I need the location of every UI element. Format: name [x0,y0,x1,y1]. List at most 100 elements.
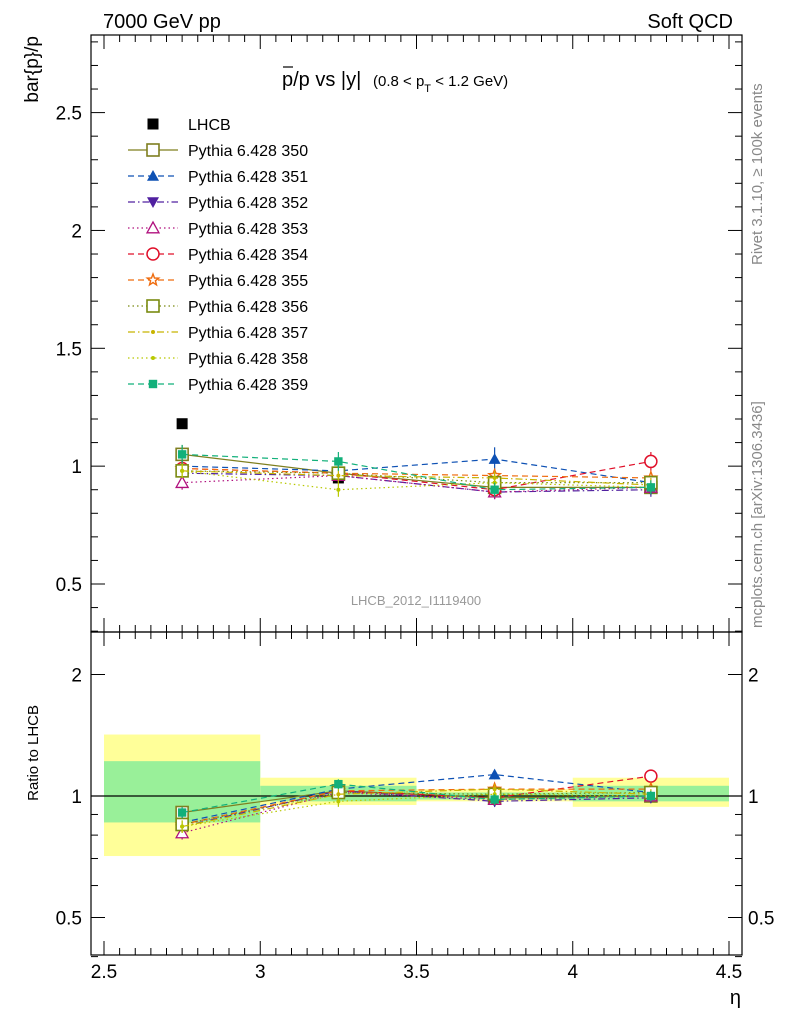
ratio-y-axis-label: Ratio to LHCB [25,705,42,801]
mcplots-info-label: mcplots.cern.ch [arXiv:1306.3436] [749,401,766,628]
data-point [334,779,343,789]
legend-label: Pythia 6.428 353 [188,221,308,238]
legend-entry: LHCB [147,117,231,134]
data-point [151,330,155,334]
tick-label: 1.5 [56,339,82,360]
legend-entry: Pythia 6.428 351 [128,169,308,186]
header-left-label: 7000 GeV pp [103,11,221,33]
legend-label: Pythia 6.428 350 [188,143,308,160]
series-line [182,460,651,491]
tick-label: 1 [748,787,759,808]
series-main-3 [176,466,657,500]
data-point [490,795,499,804]
data-point [490,485,499,494]
title-range: (0.8 < pT < 1.2 GeV) [373,73,508,95]
data-point [646,791,656,801]
tick-label: 0.5 [56,909,82,930]
tick-label: 2.5 [56,104,82,125]
series-line [182,458,651,484]
data-point [646,483,656,492]
series-main-10 [177,444,656,497]
data-point [176,418,188,430]
header-right-label: Soft QCD [647,11,733,33]
tick-label: 2 [71,666,82,687]
data-point [488,453,501,464]
legend-label: Pythia 6.428 356 [188,299,308,316]
legend-entry: Pythia 6.428 355 [128,272,308,290]
legend-entry: Pythia 6.428 353 [128,220,308,238]
series-line [182,783,651,814]
legend-entry: Pythia 6.428 359 [128,377,308,394]
title-range-subscript: T [424,83,431,95]
data-point [180,468,185,473]
series-ratio-9 [177,779,656,819]
series-line [182,453,651,488]
data-point [488,768,501,780]
tick-label: 2 [748,666,759,687]
series-line [181,773,651,824]
tick-label: 0.5 [56,575,82,596]
data-point [334,457,343,466]
data-point [177,450,187,459]
series-line [182,453,651,491]
watermark-label: LHCB_2012_I1119400 [351,593,481,608]
data-point [145,220,161,234]
data-point [175,475,190,489]
legend-entry: Pythia 6.428 352 [128,195,308,212]
series-line [182,470,651,484]
tick-label: 1 [71,787,82,808]
title-range-end: < 1.2 GeV) [431,73,508,90]
series-line [182,793,651,828]
tick-label: 0.5 [748,909,774,930]
series-line [181,775,651,826]
data-point [177,808,187,817]
series-line [181,791,651,834]
data-point [148,379,158,389]
series-line [182,467,651,479]
tick-label: 3.5 [403,962,429,983]
title-range-start: (0.8 < p [373,73,424,90]
legend-label: Pythia 6.428 358 [188,351,308,368]
legend-entry: Pythia 6.428 357 [128,325,308,342]
series-main-1 [175,444,658,495]
data-point [147,170,159,181]
data-point [146,299,160,313]
tick-label: 1 [71,457,82,478]
data-point [336,799,341,804]
data-point [151,356,155,360]
tick-label: 4 [567,962,578,983]
tick-label: 2.5 [91,962,117,983]
data-point [644,454,658,469]
tick-label: 2 [71,221,82,242]
legend-label: Pythia 6.428 351 [188,169,308,186]
legend-entry: Pythia 6.428 354 [128,247,308,264]
data-point [146,143,160,157]
series-line [182,790,651,814]
legend-label: Pythia 6.428 355 [188,273,308,290]
data-point [146,247,160,261]
legend-entry: Pythia 6.428 350 [128,143,308,160]
legend-label: LHCB [188,117,231,134]
series-line [181,788,651,826]
legend-label: Pythia 6.428 359 [188,377,308,394]
legend-entry: Pythia 6.428 358 [128,351,308,368]
series-line [182,470,651,491]
x-axis-label: η [730,987,741,1009]
data-point [145,272,161,287]
series-line [182,474,651,493]
title-main: p/p vs |y| [282,69,361,91]
legend-label: Pythia 6.428 354 [188,247,308,264]
legend-label: Pythia 6.428 357 [188,325,308,342]
series-line [182,788,651,828]
data-point [336,473,341,478]
data-point [147,118,159,130]
data-point [336,487,341,492]
data-point [644,769,658,783]
rivet-info-label: Rivet 3.1.10, ≥ 100k events [749,83,766,265]
data-point [147,197,159,208]
series-line [182,470,651,486]
data-point [336,792,341,797]
main-y-axis-label: bar{p}/p [22,36,43,103]
data-point [180,824,185,829]
